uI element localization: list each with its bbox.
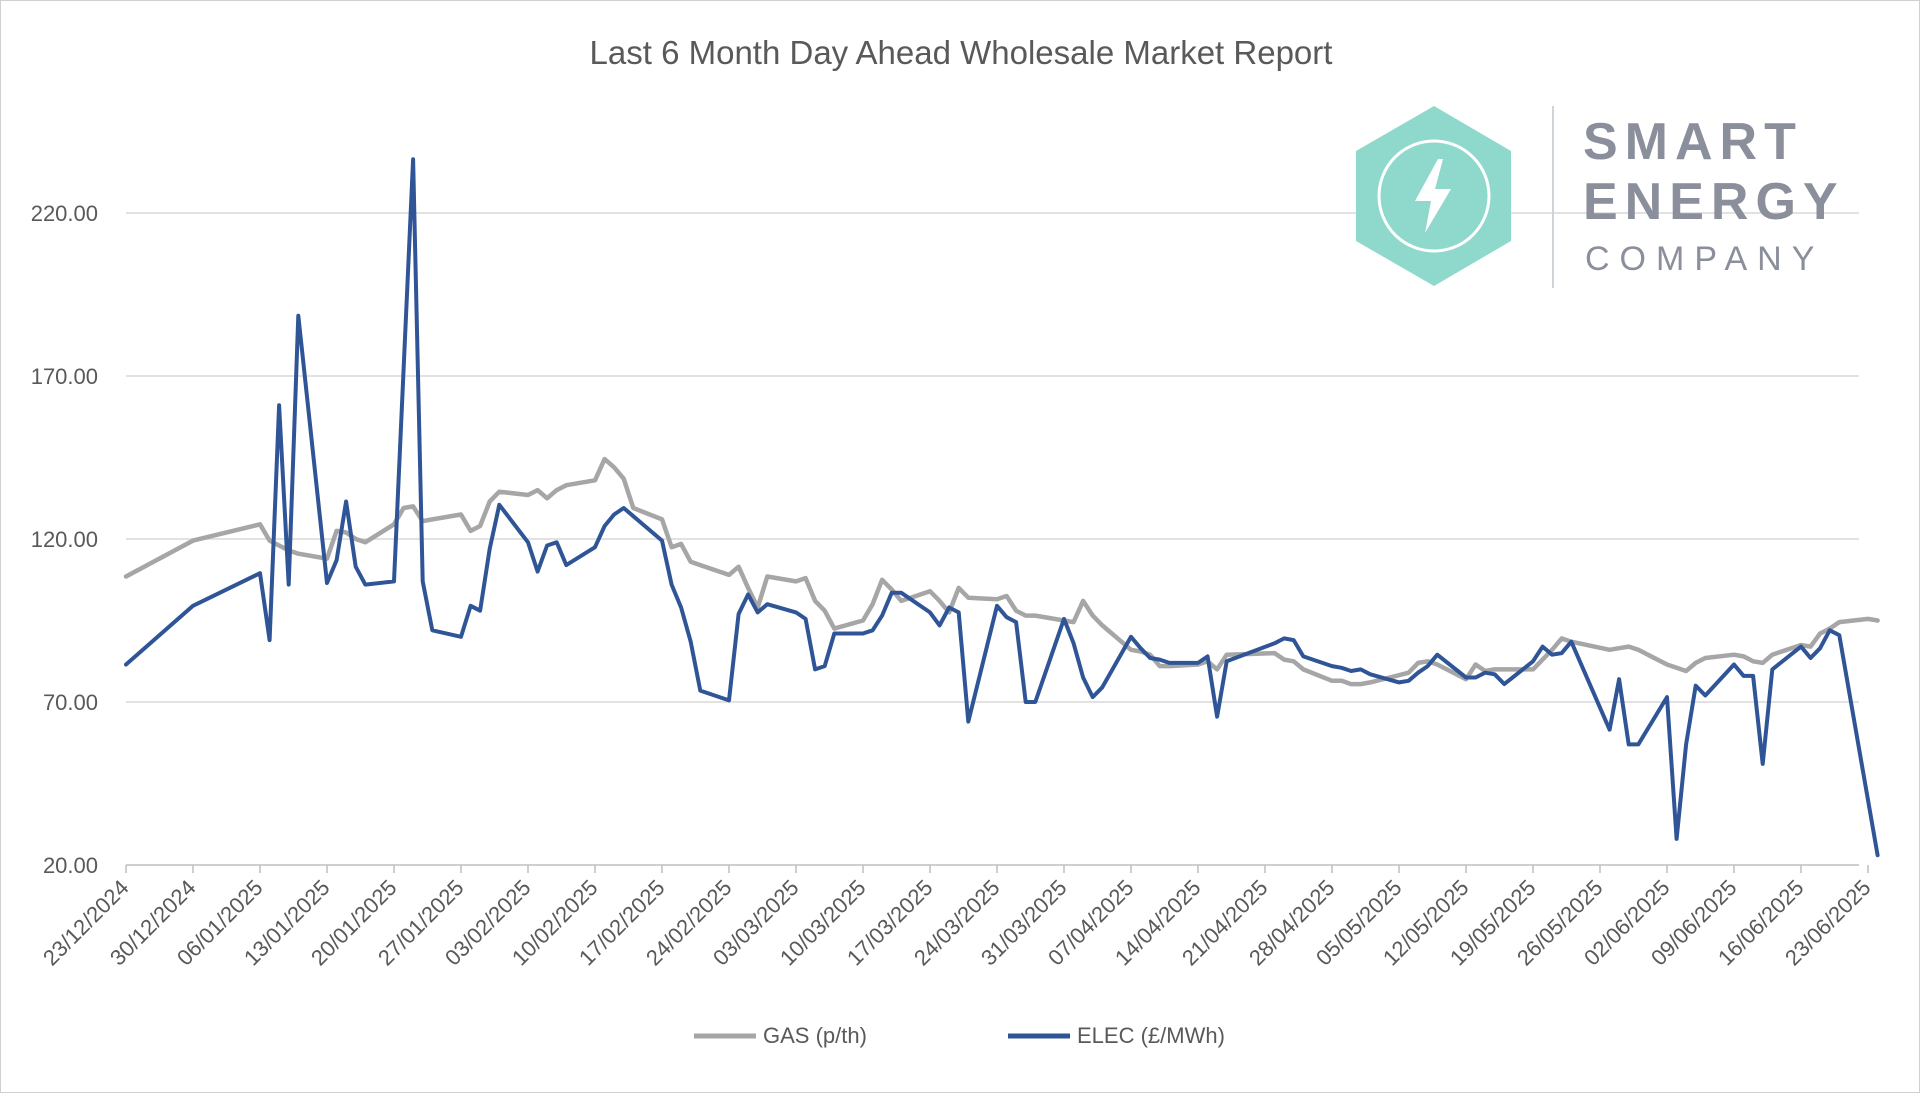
x-axis-tick-labels: 23/12/202430/12/202406/01/202513/01/2025…: [38, 875, 1876, 971]
y-axis-tick-labels: 220.00 170.00 120.00 70.00 20.00: [31, 201, 98, 878]
series-line-gas: [123, 456, 1880, 687]
smart-energy-company-logo: SMART ENERGY COMPANY: [1356, 106, 1845, 288]
y-tick-label: 70.00: [43, 690, 98, 715]
refresh-circle-icon: [1377, 139, 1491, 253]
chart-title: Last 6 Month Day Ahead Wholesale Market …: [590, 34, 1333, 71]
legend-label-gas: GAS (p/th): [763, 1023, 867, 1048]
legend: GAS (p/th) ELEC (£/MWh): [694, 1023, 1225, 1048]
lightning-bolt-icon: [1415, 159, 1451, 233]
series-lines: [123, 157, 1880, 858]
logo-word-energy: ENERGY: [1583, 173, 1845, 231]
gridlines: [126, 212, 1859, 703]
logo-word-smart: SMART: [1583, 113, 1803, 171]
series-line-elec: [124, 157, 1880, 858]
legend-label-elec: ELEC (£/MWh): [1077, 1023, 1225, 1048]
x-axis: [125, 864, 1869, 873]
logo-word-company: COMPANY: [1585, 240, 1824, 278]
y-tick-label: 120.00: [31, 527, 98, 552]
y-tick-label: 170.00: [31, 364, 98, 389]
y-tick-label: 20.00: [43, 853, 98, 878]
y-tick-label: 220.00: [31, 201, 98, 226]
